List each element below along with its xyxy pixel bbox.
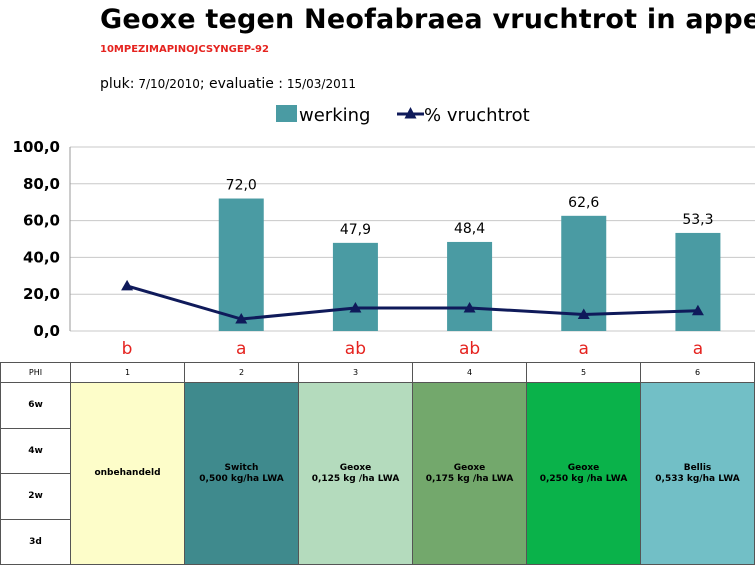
y-tick-label: 100,0 xyxy=(13,138,60,156)
treatment-cell: onbehandeld xyxy=(70,382,185,565)
treatment-cell: Geoxe 0,125 kg /ha LWA xyxy=(298,382,413,565)
treatment-name: onbehandeld xyxy=(94,468,161,478)
treatment-dose: 0,250 kg /ha LWA xyxy=(539,473,628,484)
line-series xyxy=(121,279,704,324)
bar xyxy=(675,232,721,331)
y-tick-label: 0,0 xyxy=(33,322,60,340)
line-point-marker xyxy=(691,304,704,316)
evaluation-date: 15/03/2011 xyxy=(286,77,356,91)
legend-bar-label: werking xyxy=(299,105,370,126)
bar-value-label: 62,6 xyxy=(568,195,599,211)
harvest-date: 7/10/2010 xyxy=(138,77,200,91)
treatment-name: Bellis xyxy=(683,462,712,473)
bar-value-label: 72,0 xyxy=(226,178,257,194)
significance-letter: a xyxy=(236,339,246,359)
line-point-marker xyxy=(349,302,362,313)
date-info: pluk: 7/10/2010; evaluatie : 15/03/2011 xyxy=(100,76,356,92)
treatment-number: 3 xyxy=(298,362,413,383)
treatment-cell: Bellis 0,533 kg/ha LWA xyxy=(640,382,755,565)
significance-letter: b xyxy=(122,339,133,359)
chart-title: Geoxe tegen Neofabraea vruchtrot in appe… xyxy=(100,4,755,35)
bar xyxy=(332,242,378,331)
vruchtrot-line xyxy=(126,284,698,321)
bar-data-labels: 72,0 47,9 48,4 62,6 53,3 xyxy=(226,178,714,238)
treatment-dose: 0,500 kg/ha LWA xyxy=(199,473,284,484)
treatment-table: PHI 1 2 3 4 5 6 6w onbehandeld Switch 0,500 kg/ha … xyxy=(0,362,755,565)
table-header-row: PHI 1 2 3 4 5 6 xyxy=(0,362,755,383)
treatment-dose: 0,533 kg/ha LWA xyxy=(655,473,740,484)
treatment-number: 6 xyxy=(640,362,755,383)
significance-letter: ab xyxy=(345,339,366,359)
y-tick-label: 20,0 xyxy=(23,285,60,303)
table-row: 6w onbehandeld Switch 0,500 kg/ha LWA Geoxe 0… xyxy=(0,382,755,565)
phi-interval: 3d xyxy=(0,518,71,565)
legend-bar-swatch xyxy=(276,105,297,122)
trial-code: 10MPEZIMAPINOJCSYNGEP-92 xyxy=(100,44,269,55)
gridlines xyxy=(70,146,755,332)
treatment-number: 5 xyxy=(526,362,641,383)
y-tick-label: 80,0 xyxy=(23,175,60,193)
phi-interval: 2w xyxy=(0,473,71,520)
bar-value-label: 48,4 xyxy=(454,221,485,237)
treatment-name: Geoxe xyxy=(339,462,372,473)
evaluation-label: ; evaluatie : xyxy=(199,76,283,92)
bar-value-label: 47,9 xyxy=(340,222,371,238)
combo-chart: werking % vruchtrot 100,0 80,0 60,0 40,0 20,0… xyxy=(13,105,755,359)
treatment-number: 2 xyxy=(184,362,299,383)
treatment-number: 1 xyxy=(70,362,185,383)
line-point-marker xyxy=(463,302,476,313)
treatment-name: Geoxe xyxy=(567,462,600,473)
bar-value-label: 53,3 xyxy=(682,212,713,228)
bar xyxy=(218,198,264,331)
y-axis: 100,0 80,0 60,0 40,0 20,0 0,0 xyxy=(13,138,71,340)
treatment-dose: 0,125 kg /ha LWA xyxy=(311,473,400,484)
bar-series xyxy=(218,198,721,331)
line-point-marker xyxy=(121,279,134,291)
significance-letter: ab xyxy=(459,339,480,359)
table-row: 3d xyxy=(0,518,755,565)
phi-header: PHI xyxy=(0,362,71,383)
bar xyxy=(447,241,493,331)
legend-line-label: % vruchtrot xyxy=(424,105,530,126)
treatment-name: Switch xyxy=(224,462,259,473)
treatment-dose: 0,175 kg /ha LWA xyxy=(425,473,514,484)
line-point-marker xyxy=(235,313,248,324)
treatment-name: Geoxe xyxy=(453,462,486,473)
line-point-marker xyxy=(577,308,590,319)
legend: werking % vruchtrot xyxy=(276,105,530,126)
phi-interval: 4w xyxy=(0,427,71,474)
y-tick-label: 40,0 xyxy=(23,248,60,266)
significance-letters: b a ab ab a a xyxy=(122,339,703,359)
treatment-cell: Geoxe 0,250 kg /ha LWA xyxy=(526,382,641,565)
treatment-cell: Geoxe 0,175 kg /ha LWA xyxy=(412,382,527,565)
treatment-number: 4 xyxy=(412,362,527,383)
treatment-cell: Switch 0,500 kg/ha LWA xyxy=(184,382,299,565)
significance-letter: a xyxy=(579,339,589,359)
y-tick-label: 60,0 xyxy=(23,212,60,230)
legend-line-marker xyxy=(404,107,417,119)
harvest-label: pluk: xyxy=(100,76,135,92)
phi-interval: 6w xyxy=(0,382,71,429)
significance-letter: a xyxy=(693,339,703,359)
table-row: 4w xyxy=(0,427,755,474)
